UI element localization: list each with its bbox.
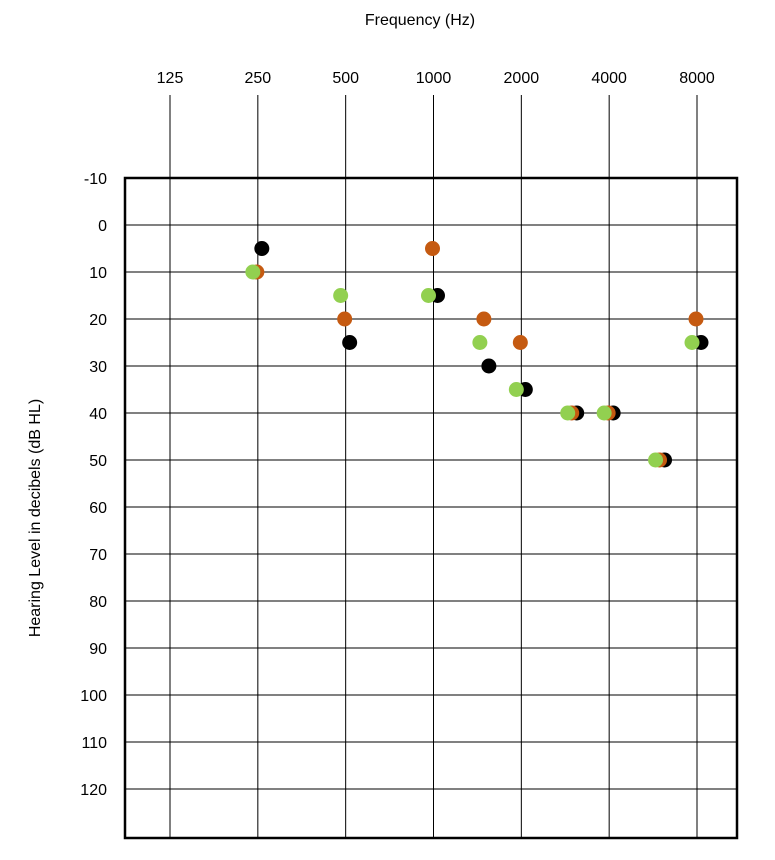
plot-frame <box>123 176 739 840</box>
green-point-6000hz <box>648 452 664 468</box>
y-tick-label: 70 <box>89 547 107 564</box>
x-tick-label: 8000 <box>679 70 715 87</box>
y-tick-label: 10 <box>89 265 107 282</box>
orange-point-2000hz <box>512 335 528 350</box>
x-tick-labels: 125 250 500 1000 2000 4000 8000 <box>157 70 715 87</box>
y-tick-labels: -10 0 10 20 30 40 50 60 70 80 90 100 110 120 <box>80 171 107 799</box>
x-tick-label: 125 <box>157 70 184 87</box>
y-tick-label: 50 <box>89 453 107 470</box>
y-tick-label: 60 <box>89 500 107 517</box>
y-tick-label: 110 <box>81 735 107 752</box>
green-point-3000hz <box>560 405 576 421</box>
orange-point-8000hz <box>688 311 704 327</box>
x-tick-label: 500 <box>332 70 359 87</box>
grid <box>125 95 737 838</box>
green-point-250hz <box>245 264 261 280</box>
y-tick-label: 120 <box>80 782 107 799</box>
y-tick-label: 40 <box>89 406 107 423</box>
x-axis-title: Frequency (Hz) <box>365 12 475 29</box>
black-point-250hz <box>254 241 270 256</box>
data-points <box>245 241 709 468</box>
y-tick-label: -10 <box>84 171 107 188</box>
y-tick-label: 80 <box>89 594 107 611</box>
y-axis-title: Hearing Level in decibels (dB HL) <box>27 399 44 637</box>
x-tick-label: 4000 <box>591 70 627 87</box>
y-tick-label: 100 <box>80 688 107 705</box>
y-tick-label: 30 <box>89 359 107 376</box>
orange-point-1500hz <box>476 311 492 327</box>
y-tick-label: 20 <box>89 312 107 329</box>
green-point-8000hz <box>684 335 700 350</box>
x-tick-label: 250 <box>244 70 271 87</box>
y-tick-label: 0 <box>98 218 107 235</box>
y-tick-label: 90 <box>89 641 107 658</box>
x-tick-label: 2000 <box>504 70 540 87</box>
black-point-1500hz <box>481 358 497 374</box>
green-point-500hz <box>333 288 349 303</box>
black-point-500hz <box>342 335 358 350</box>
green-point-1000hz <box>421 288 436 303</box>
x-tick-label: 1000 <box>416 70 452 87</box>
orange-point-500hz <box>337 311 353 327</box>
green-point-4000hz <box>596 405 612 421</box>
green-point-2000hz <box>508 382 524 397</box>
orange-point-1000hz <box>425 241 440 256</box>
green-point-1500hz <box>472 335 488 350</box>
